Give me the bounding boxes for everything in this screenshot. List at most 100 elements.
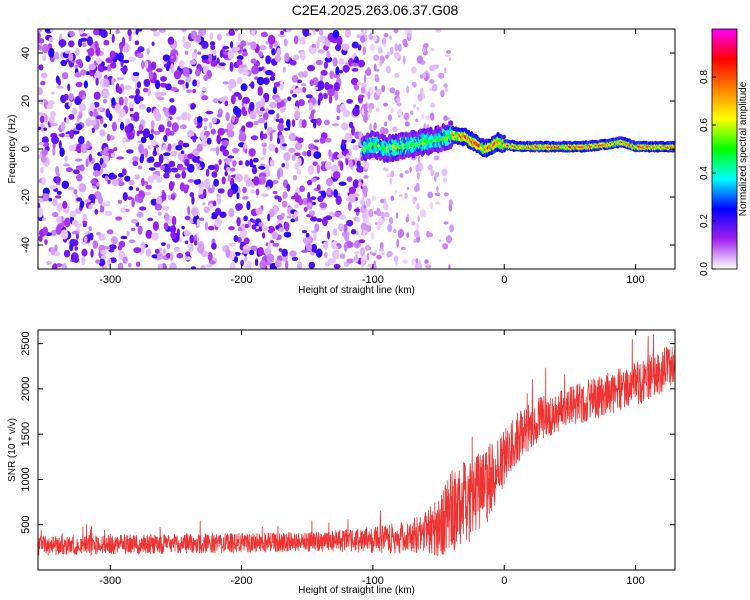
noise-cell [203, 117, 209, 122]
noise-cell [215, 146, 220, 156]
noise-cell [165, 127, 171, 137]
noise-cell [243, 230, 248, 235]
noise-cell [258, 165, 266, 170]
noise-cell [355, 217, 361, 223]
noise-cell [271, 231, 279, 240]
noise-cell [47, 103, 53, 107]
noise-cell [196, 79, 200, 88]
noise-cell [394, 189, 398, 194]
noise-cell [333, 151, 340, 160]
noise-cell [326, 50, 331, 59]
noise-cell [206, 137, 212, 145]
noise-cell [73, 189, 78, 195]
noise-cell [102, 66, 108, 71]
noise-cell [324, 215, 333, 220]
snr-plot-area [38, 330, 675, 570]
noise-cell [60, 133, 65, 138]
noise-cell [283, 231, 292, 238]
noise-cell [371, 252, 377, 256]
noise-cell [296, 169, 302, 175]
noise-cell [48, 197, 53, 202]
noise-cell [393, 228, 397, 234]
noise-cell [81, 241, 87, 245]
noise-cell [82, 220, 88, 224]
noise-cell [415, 258, 419, 264]
noise-cell [302, 87, 307, 93]
noise-cell [209, 122, 213, 129]
noise-cell [383, 33, 389, 38]
noise-cell [225, 111, 230, 122]
noise-cell [50, 122, 58, 127]
noise-cell [182, 142, 190, 148]
noise-cell [94, 208, 99, 215]
noise-cell [167, 143, 172, 151]
noise-cell [163, 164, 171, 173]
noise-cell [302, 237, 311, 244]
noise-cell [63, 163, 70, 167]
noise-cell [48, 116, 55, 124]
noise-cell [310, 118, 319, 124]
noise-cell [98, 233, 106, 241]
noise-cell [92, 170, 101, 177]
noise-cell [190, 103, 197, 109]
noise-cell [372, 35, 378, 42]
noise-cell [205, 110, 214, 115]
noise-cell [149, 133, 154, 141]
noise-cell [272, 190, 278, 195]
noise-cell [429, 201, 434, 210]
noise-cell [285, 29, 292, 33]
noise-cell [68, 102, 73, 107]
noise-cell [368, 208, 374, 218]
noise-cell [405, 170, 409, 174]
noise-cell [211, 117, 218, 124]
noise-cell [41, 176, 46, 186]
noise-cell [38, 141, 45, 146]
noise-cell [350, 77, 359, 86]
noise-cell [182, 84, 187, 90]
noise-cell [385, 54, 389, 59]
noise-cell [182, 66, 189, 77]
noise-cell [297, 157, 302, 166]
noise-cell [245, 260, 252, 269]
noise-cell [384, 121, 388, 127]
noise-cell [150, 61, 157, 70]
noise-cell [117, 52, 124, 62]
noise-cell [365, 214, 369, 219]
noise-cell [448, 57, 452, 61]
noise-cell [138, 103, 146, 110]
noise-cell [170, 63, 175, 74]
noise-cell [98, 258, 106, 267]
x-tick-label: -300 [99, 575, 121, 587]
noise-cell [162, 54, 171, 62]
noise-cell [442, 243, 449, 250]
noise-cell [136, 52, 144, 59]
noise-cell [50, 29, 54, 33]
noise-cell [63, 93, 69, 101]
noise-cell [162, 248, 167, 255]
noise-cell [187, 179, 195, 183]
noise-cell [50, 110, 56, 118]
noise-cell [289, 89, 294, 94]
noise-cell [294, 152, 301, 157]
snr-chart: -300 -200 -100 0 100 500 1000 1500 2000 2500 Heigh… [7, 329, 676, 596]
noise-cell [207, 251, 213, 261]
noise-cell [55, 225, 62, 235]
noise-cell [181, 170, 186, 179]
noise-cell [327, 84, 334, 89]
noise-cell [58, 39, 67, 48]
noise-cell [170, 167, 179, 173]
noise-cell [350, 229, 357, 235]
noise-cell [389, 177, 393, 185]
noise-cell [41, 193, 50, 202]
noise-cell [107, 179, 111, 185]
noise-cell [269, 132, 273, 142]
noise-cell [356, 34, 361, 39]
noise-cell [262, 77, 270, 85]
noise-cell [238, 132, 247, 143]
noise-cell [306, 150, 312, 157]
noise-cell [186, 89, 193, 94]
noise-cell [218, 62, 226, 67]
noise-cell [320, 70, 328, 76]
noise-cell [192, 79, 198, 87]
noise-cell [360, 198, 366, 206]
